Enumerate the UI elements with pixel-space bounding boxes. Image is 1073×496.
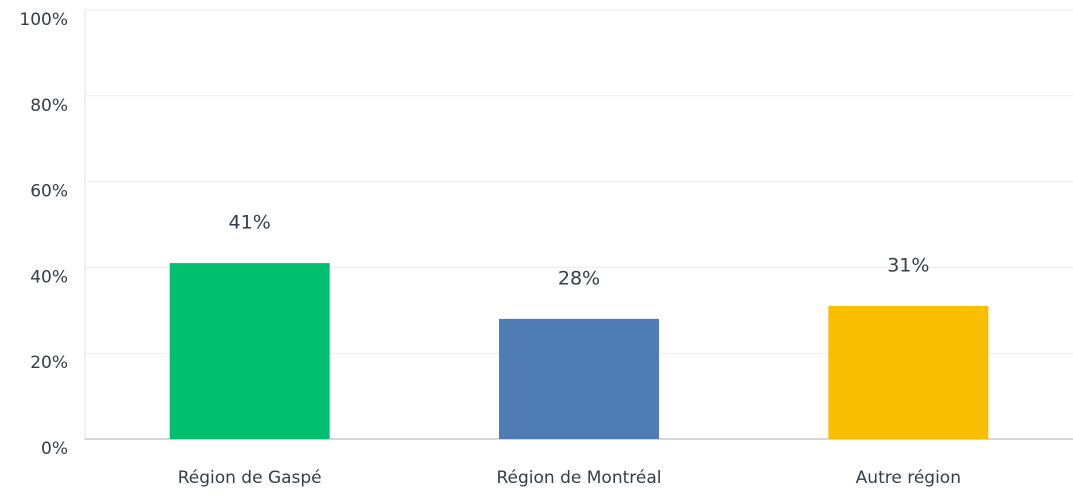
y-tick-label: 100% — [19, 10, 68, 30]
y-tick-label: 60% — [30, 182, 68, 202]
x-tick-label: Région de Montréal — [497, 468, 662, 488]
y-tick-label: 20% — [30, 353, 68, 373]
y-tick-label: 80% — [30, 96, 68, 116]
x-tick-label: Région de Gaspé — [178, 468, 322, 488]
y-tick-label: 40% — [30, 267, 68, 287]
data-label: 31% — [887, 255, 929, 277]
data-label: 28% — [558, 267, 600, 289]
y-tick-label: 0% — [41, 439, 68, 459]
bar — [169, 263, 330, 439]
x-tick-label: Autre région — [856, 468, 961, 488]
bar — [828, 306, 989, 439]
data-label: 41% — [229, 212, 271, 234]
bar — [499, 318, 659, 439]
